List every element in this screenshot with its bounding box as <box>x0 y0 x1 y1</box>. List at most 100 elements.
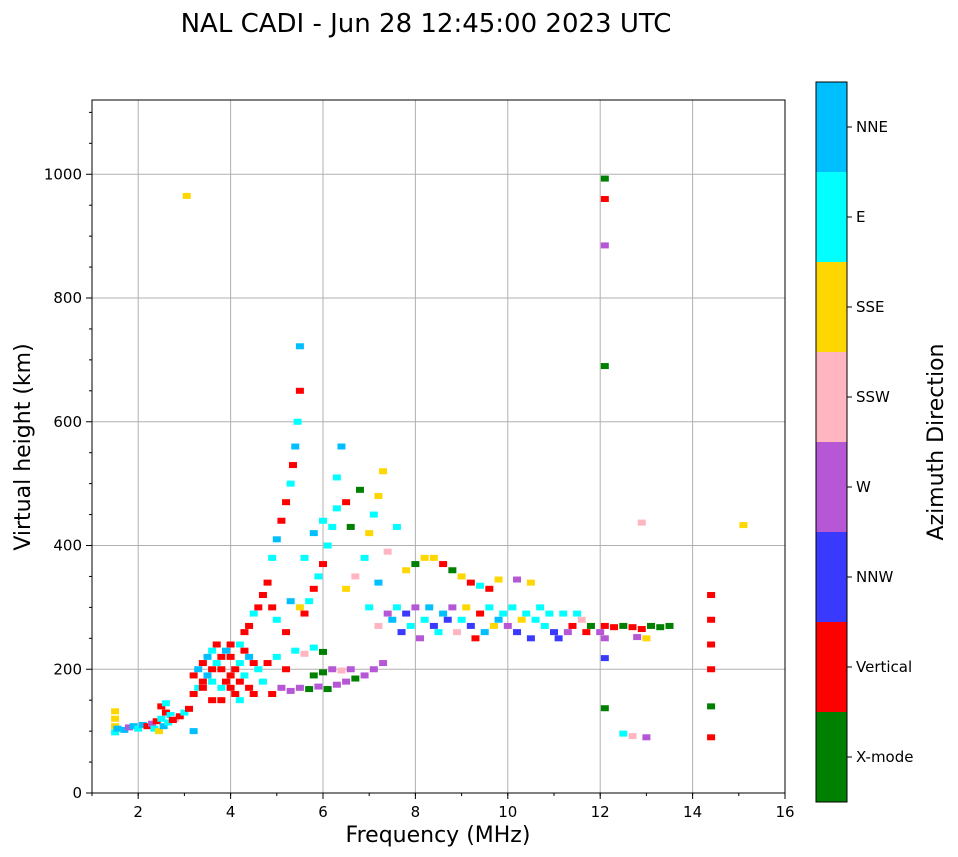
echo-point <box>309 585 318 592</box>
colorbar-segment <box>816 82 847 172</box>
echo-point <box>429 622 438 629</box>
colorbar-label: X-mode <box>856 748 913 766</box>
echo-point <box>439 610 448 617</box>
x-tick-label: 4 <box>226 803 236 821</box>
echo-point <box>300 554 309 561</box>
echo-point <box>452 629 461 636</box>
echo-point <box>499 610 508 617</box>
data-points <box>111 175 748 741</box>
echo-point <box>489 622 498 629</box>
echo-point <box>600 175 609 182</box>
echo-point <box>189 728 198 735</box>
colorbar-label: Vertical <box>856 658 912 676</box>
echo-point <box>485 585 494 592</box>
colorbar-label: E <box>856 208 865 226</box>
echo-point <box>221 678 230 685</box>
echo-point <box>277 684 286 691</box>
echo-point <box>319 648 327 655</box>
colorbar-segment <box>816 622 847 712</box>
echo-point <box>365 604 374 611</box>
echo-point <box>642 734 651 741</box>
echo-point <box>185 705 194 712</box>
echo-point <box>526 579 535 586</box>
echo-point <box>600 363 609 370</box>
echo-point <box>272 536 281 543</box>
echo-point <box>342 678 351 685</box>
y-axis-ticks: 0 200 400 600 800 1000 <box>44 111 92 802</box>
colorbar-segment <box>816 532 847 622</box>
echo-point <box>369 511 378 518</box>
echo-point <box>513 576 522 583</box>
echo-point <box>208 678 217 685</box>
x-tick-label: 16 <box>775 803 794 821</box>
echo-point <box>268 691 277 697</box>
echo-point <box>355 486 364 493</box>
echo-point <box>309 530 318 537</box>
echo-point <box>268 604 277 611</box>
echo-point <box>240 672 249 679</box>
echo-point <box>319 561 327 568</box>
colorbar: X-mode Vertical NNW W SSW SSE E NNE <box>815 81 913 803</box>
echo-point <box>161 700 170 707</box>
echo-point <box>231 666 240 673</box>
echo-point <box>531 616 540 623</box>
echo-point <box>596 629 605 636</box>
echo-point <box>180 709 189 716</box>
echo-point <box>388 616 397 623</box>
echo-point <box>522 610 531 617</box>
echo-point <box>332 474 341 481</box>
echo-point <box>111 708 120 715</box>
echo-point <box>300 650 309 657</box>
colorbar-label: NNW <box>856 568 893 586</box>
echo-point <box>194 684 203 691</box>
colorbar-label: SSW <box>856 388 890 406</box>
echo-point <box>448 604 457 611</box>
echo-point <box>217 697 226 704</box>
x-tick-label: 8 <box>411 803 421 821</box>
echo-point <box>707 641 716 648</box>
echo-point <box>411 561 420 568</box>
echo-point <box>411 604 420 611</box>
echo-point <box>208 666 217 673</box>
echo-point <box>113 725 122 732</box>
echo-point <box>231 691 240 697</box>
echo-point <box>610 624 619 631</box>
echo-point <box>374 579 383 586</box>
echo-point <box>466 622 475 629</box>
echo-point <box>309 672 318 679</box>
x-tick-label: 14 <box>683 803 702 821</box>
echo-point <box>263 660 272 667</box>
echo-point <box>457 616 466 623</box>
echo-point <box>346 523 355 530</box>
echo-point <box>707 616 716 623</box>
echo-point <box>189 691 198 697</box>
echo-point <box>143 723 152 730</box>
echo-point <box>374 622 383 629</box>
echo-point <box>434 629 443 636</box>
echo-point <box>282 499 291 506</box>
echo-point <box>208 647 217 654</box>
echo-point <box>586 622 595 629</box>
echo-point <box>226 641 235 648</box>
colorbar-label: SSE <box>856 298 885 316</box>
colorbar-segment <box>816 352 847 442</box>
plot-frame <box>91 99 786 794</box>
echo-point <box>120 726 129 733</box>
echo-point <box>420 554 429 561</box>
echo-point <box>513 629 522 636</box>
echo-point <box>707 734 716 741</box>
echo-point <box>443 616 452 623</box>
echo-point <box>217 684 226 691</box>
echo-point <box>249 610 258 617</box>
echo-point <box>517 616 526 623</box>
echo-point <box>235 641 244 648</box>
echo-point <box>416 635 425 642</box>
echo-point <box>397 629 406 636</box>
echo-point <box>494 576 503 583</box>
echo-point <box>159 723 168 730</box>
echo-point <box>245 622 254 629</box>
echo-point <box>425 604 434 611</box>
echo-point <box>150 725 159 732</box>
echo-point <box>550 629 558 636</box>
echo-point <box>182 192 191 199</box>
